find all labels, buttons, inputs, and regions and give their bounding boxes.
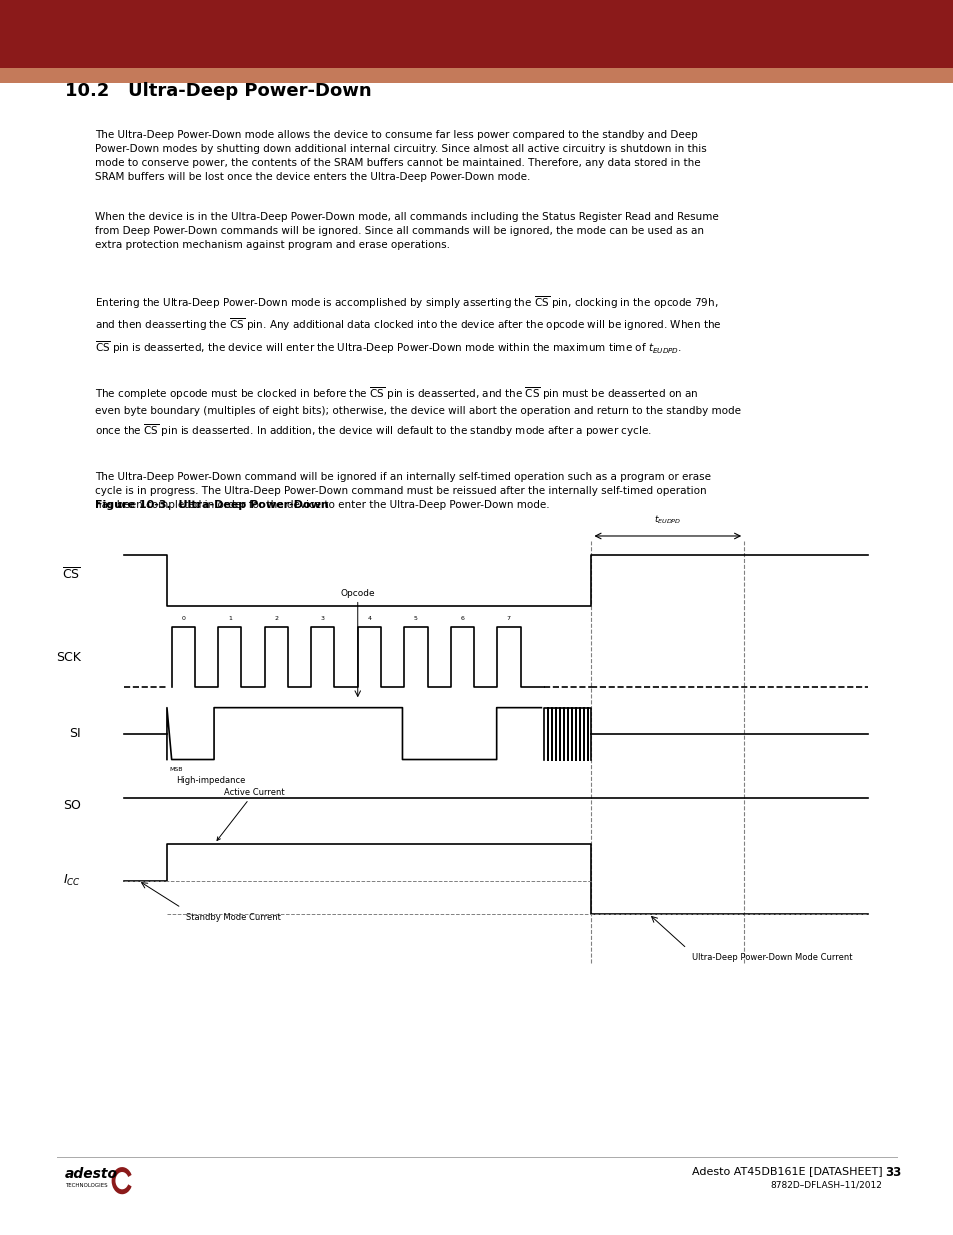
Text: High-impedance: High-impedance: [176, 777, 246, 785]
Text: 4: 4: [367, 616, 371, 621]
Text: 33: 33: [884, 1166, 901, 1179]
Text: Standby Mode Current: Standby Mode Current: [186, 913, 280, 921]
Text: Active Current: Active Current: [216, 788, 285, 841]
Bar: [0, 0, 953, 68]
Text: $I_{CC}$: $I_{CC}$: [63, 873, 81, 888]
Text: SO: SO: [63, 799, 81, 811]
Text: Entering the Ultra-Deep Power-Down mode is accomplished by simply asserting the : Entering the Ultra-Deep Power-Down mode …: [95, 294, 721, 356]
Text: 0: 0: [181, 616, 185, 621]
Text: The Ultra-Deep Power-Down mode allows the device to consume far less power compa: The Ultra-Deep Power-Down mode allows th…: [95, 130, 706, 182]
Text: TECHNOLOGIES: TECHNOLOGIES: [65, 1183, 108, 1188]
Text: $\overline{\mathregular{CS}}$: $\overline{\mathregular{CS}}$: [62, 567, 81, 582]
Text: MSB: MSB: [170, 767, 183, 772]
Text: 8782D–DFLASH–11/2012: 8782D–DFLASH–11/2012: [770, 1181, 882, 1189]
Text: 10.2   Ultra-Deep Power-Down: 10.2 Ultra-Deep Power-Down: [65, 82, 371, 100]
Text: The Ultra-Deep Power-Down command will be ignored if an internally self-timed op: The Ultra-Deep Power-Down command will b…: [95, 472, 711, 510]
Text: SCK: SCK: [56, 651, 81, 663]
Text: Ultra-Deep Power-Down Mode Current: Ultra-Deep Power-Down Mode Current: [691, 953, 851, 962]
Text: 3: 3: [320, 616, 325, 621]
Text: Adesto AT45DB161E [DATASHEET]: Adesto AT45DB161E [DATASHEET]: [691, 1166, 882, 1176]
Text: 7: 7: [506, 616, 511, 621]
Text: 5: 5: [414, 616, 417, 621]
Text: The complete opcode must be clocked in before the $\overline{\mathregular{CS}}$ : The complete opcode must be clocked in b…: [95, 385, 740, 438]
Text: $t_{EUDPD}$: $t_{EUDPD}$: [654, 514, 680, 526]
Text: When the device is in the Ultra-Deep Power-Down mode, all commands including the: When the device is in the Ultra-Deep Pow…: [95, 212, 719, 251]
Text: SI: SI: [70, 727, 81, 740]
Text: Figure 10-3.  Ultra-Deep Power-Down: Figure 10-3. Ultra-Deep Power-Down: [95, 500, 329, 510]
Text: 6: 6: [460, 616, 464, 621]
Wedge shape: [112, 1167, 132, 1194]
Text: 1: 1: [228, 616, 232, 621]
Text: adesto: adesto: [65, 1167, 118, 1181]
Bar: [0, 68, 953, 83]
Text: Opcode: Opcode: [340, 589, 375, 598]
Text: 2: 2: [274, 616, 278, 621]
